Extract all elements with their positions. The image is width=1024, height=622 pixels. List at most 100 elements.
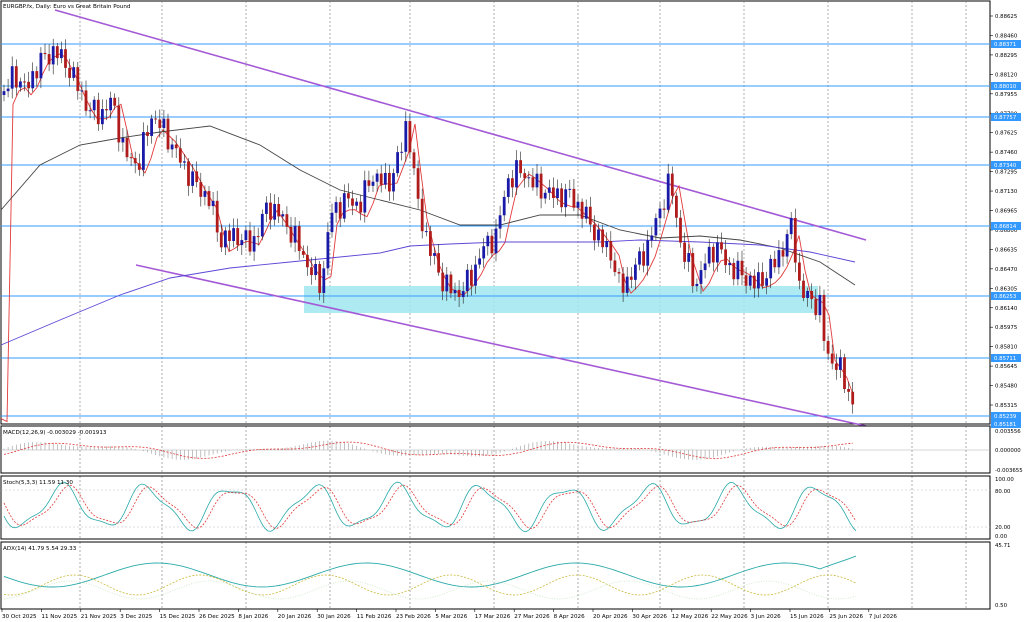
candle[interactable]	[728, 262, 732, 266]
candle[interactable]	[256, 236, 260, 238]
candle[interactable]	[334, 202, 338, 213]
candle[interactable]	[154, 118, 158, 120]
candle[interactable]	[711, 246, 715, 263]
candle[interactable]	[658, 208, 662, 219]
candle[interactable]	[617, 272, 621, 274]
candle[interactable]	[400, 151, 404, 153]
candle[interactable]	[80, 90, 84, 92]
candle[interactable]	[64, 49, 67, 68]
price-axis[interactable]: 0.88625 0.88460 0.88295 0.88120 0.87955 0.877…	[990, 14, 1021, 428]
candle[interactable]	[814, 299, 818, 316]
candle[interactable]	[449, 274, 453, 294]
candle[interactable]	[609, 241, 613, 261]
candle[interactable]	[798, 262, 801, 281]
candle[interactable]	[650, 235, 654, 241]
macd-pane[interactable]: MACD(12,26,9) -0.003029 -0.001913	[0, 425, 991, 474]
candle[interactable]	[511, 178, 514, 188]
candle[interactable]	[642, 251, 645, 266]
candle[interactable]	[326, 232, 330, 269]
candle[interactable]	[543, 192, 547, 199]
candle[interactable]	[847, 389, 850, 392]
candle[interactable]	[482, 246, 486, 259]
candle[interactable]	[269, 202, 272, 220]
candle[interactable]	[183, 161, 186, 163]
candle[interactable]	[314, 263, 317, 276]
candle[interactable]	[224, 230, 227, 248]
candle[interactable]	[494, 228, 498, 254]
candle[interactable]	[638, 251, 641, 265]
candle[interactable]	[322, 268, 326, 293]
candle[interactable]	[429, 231, 432, 256]
stoch-pane[interactable]: Stoch(5,3,3) 11.59 11.30	[0, 475, 991, 540]
candle[interactable]	[301, 250, 305, 255]
candle[interactable]	[539, 173, 543, 199]
candle[interactable]	[457, 289, 461, 298]
candle[interactable]	[470, 269, 473, 286]
candle[interactable]	[404, 121, 408, 152]
candle[interactable]	[593, 224, 596, 241]
candle[interactable]	[191, 171, 194, 186]
candle[interactable]	[420, 198, 424, 232]
candle[interactable]	[92, 99, 96, 111]
candle[interactable]	[35, 71, 39, 79]
candle[interactable]	[105, 109, 108, 111]
candle[interactable]	[137, 163, 141, 170]
candle[interactable]	[408, 121, 412, 153]
candle[interactable]	[564, 189, 568, 208]
candle[interactable]	[424, 231, 428, 233]
candle[interactable]	[806, 290, 809, 298]
candle[interactable]	[675, 195, 678, 218]
candle[interactable]	[76, 67, 80, 92]
candle[interactable]	[769, 258, 773, 279]
candle[interactable]	[166, 118, 170, 150]
candle[interactable]	[203, 191, 207, 197]
candle[interactable]	[527, 177, 531, 179]
candle[interactable]	[289, 226, 293, 243]
candle[interactable]	[736, 260, 740, 280]
candle[interactable]	[601, 229, 604, 248]
candle[interactable]	[445, 274, 449, 292]
candle[interactable]	[576, 201, 580, 208]
candle[interactable]	[785, 234, 789, 257]
candle[interactable]	[552, 187, 555, 199]
candle[interactable]	[605, 241, 609, 248]
candle[interactable]	[68, 67, 71, 78]
candle[interactable]	[371, 181, 375, 186]
candle[interactable]	[629, 276, 633, 280]
candle[interactable]	[101, 109, 104, 125]
candle[interactable]	[199, 182, 203, 197]
candle[interactable]	[60, 49, 63, 59]
candle[interactable]	[568, 188, 572, 190]
candle[interactable]	[113, 97, 117, 106]
candle[interactable]	[613, 260, 617, 273]
candle[interactable]	[146, 132, 149, 136]
candle[interactable]	[342, 193, 346, 219]
candle[interactable]	[802, 280, 805, 298]
candle[interactable]	[84, 90, 88, 111]
candle[interactable]	[556, 188, 559, 199]
main-chart-pane[interactable]: EURGBP.fx, Daily: Euro vs Great Britain …	[0, 0, 991, 609]
candle[interactable]	[51, 46, 55, 65]
candle[interactable]	[851, 391, 855, 405]
candle[interactable]	[740, 260, 744, 276]
date-axis[interactable]: 30 Oct 2025 11 Nov 2025 21 Nov 2025 3 Dec 2…	[1, 609, 897, 620]
candle[interactable]	[834, 363, 838, 370]
candle[interactable]	[625, 276, 629, 293]
candle[interactable]	[441, 272, 445, 292]
candle[interactable]	[330, 212, 334, 233]
adx-pane[interactable]: ADX(14) 41.79 5.54 29.33	[0, 541, 991, 610]
candle[interactable]	[572, 188, 576, 208]
candle[interactable]	[248, 230, 252, 252]
candle[interactable]	[732, 262, 736, 280]
candle[interactable]	[777, 250, 781, 268]
candle[interactable]	[306, 254, 309, 268]
candle[interactable]	[695, 283, 699, 287]
candle[interactable]	[72, 67, 76, 78]
candle[interactable]	[10, 66, 14, 89]
candle[interactable]	[23, 81, 26, 83]
candle[interactable]	[178, 148, 182, 163]
candle[interactable]	[31, 71, 35, 89]
candle[interactable]	[478, 258, 481, 265]
candle[interactable]	[826, 340, 830, 354]
